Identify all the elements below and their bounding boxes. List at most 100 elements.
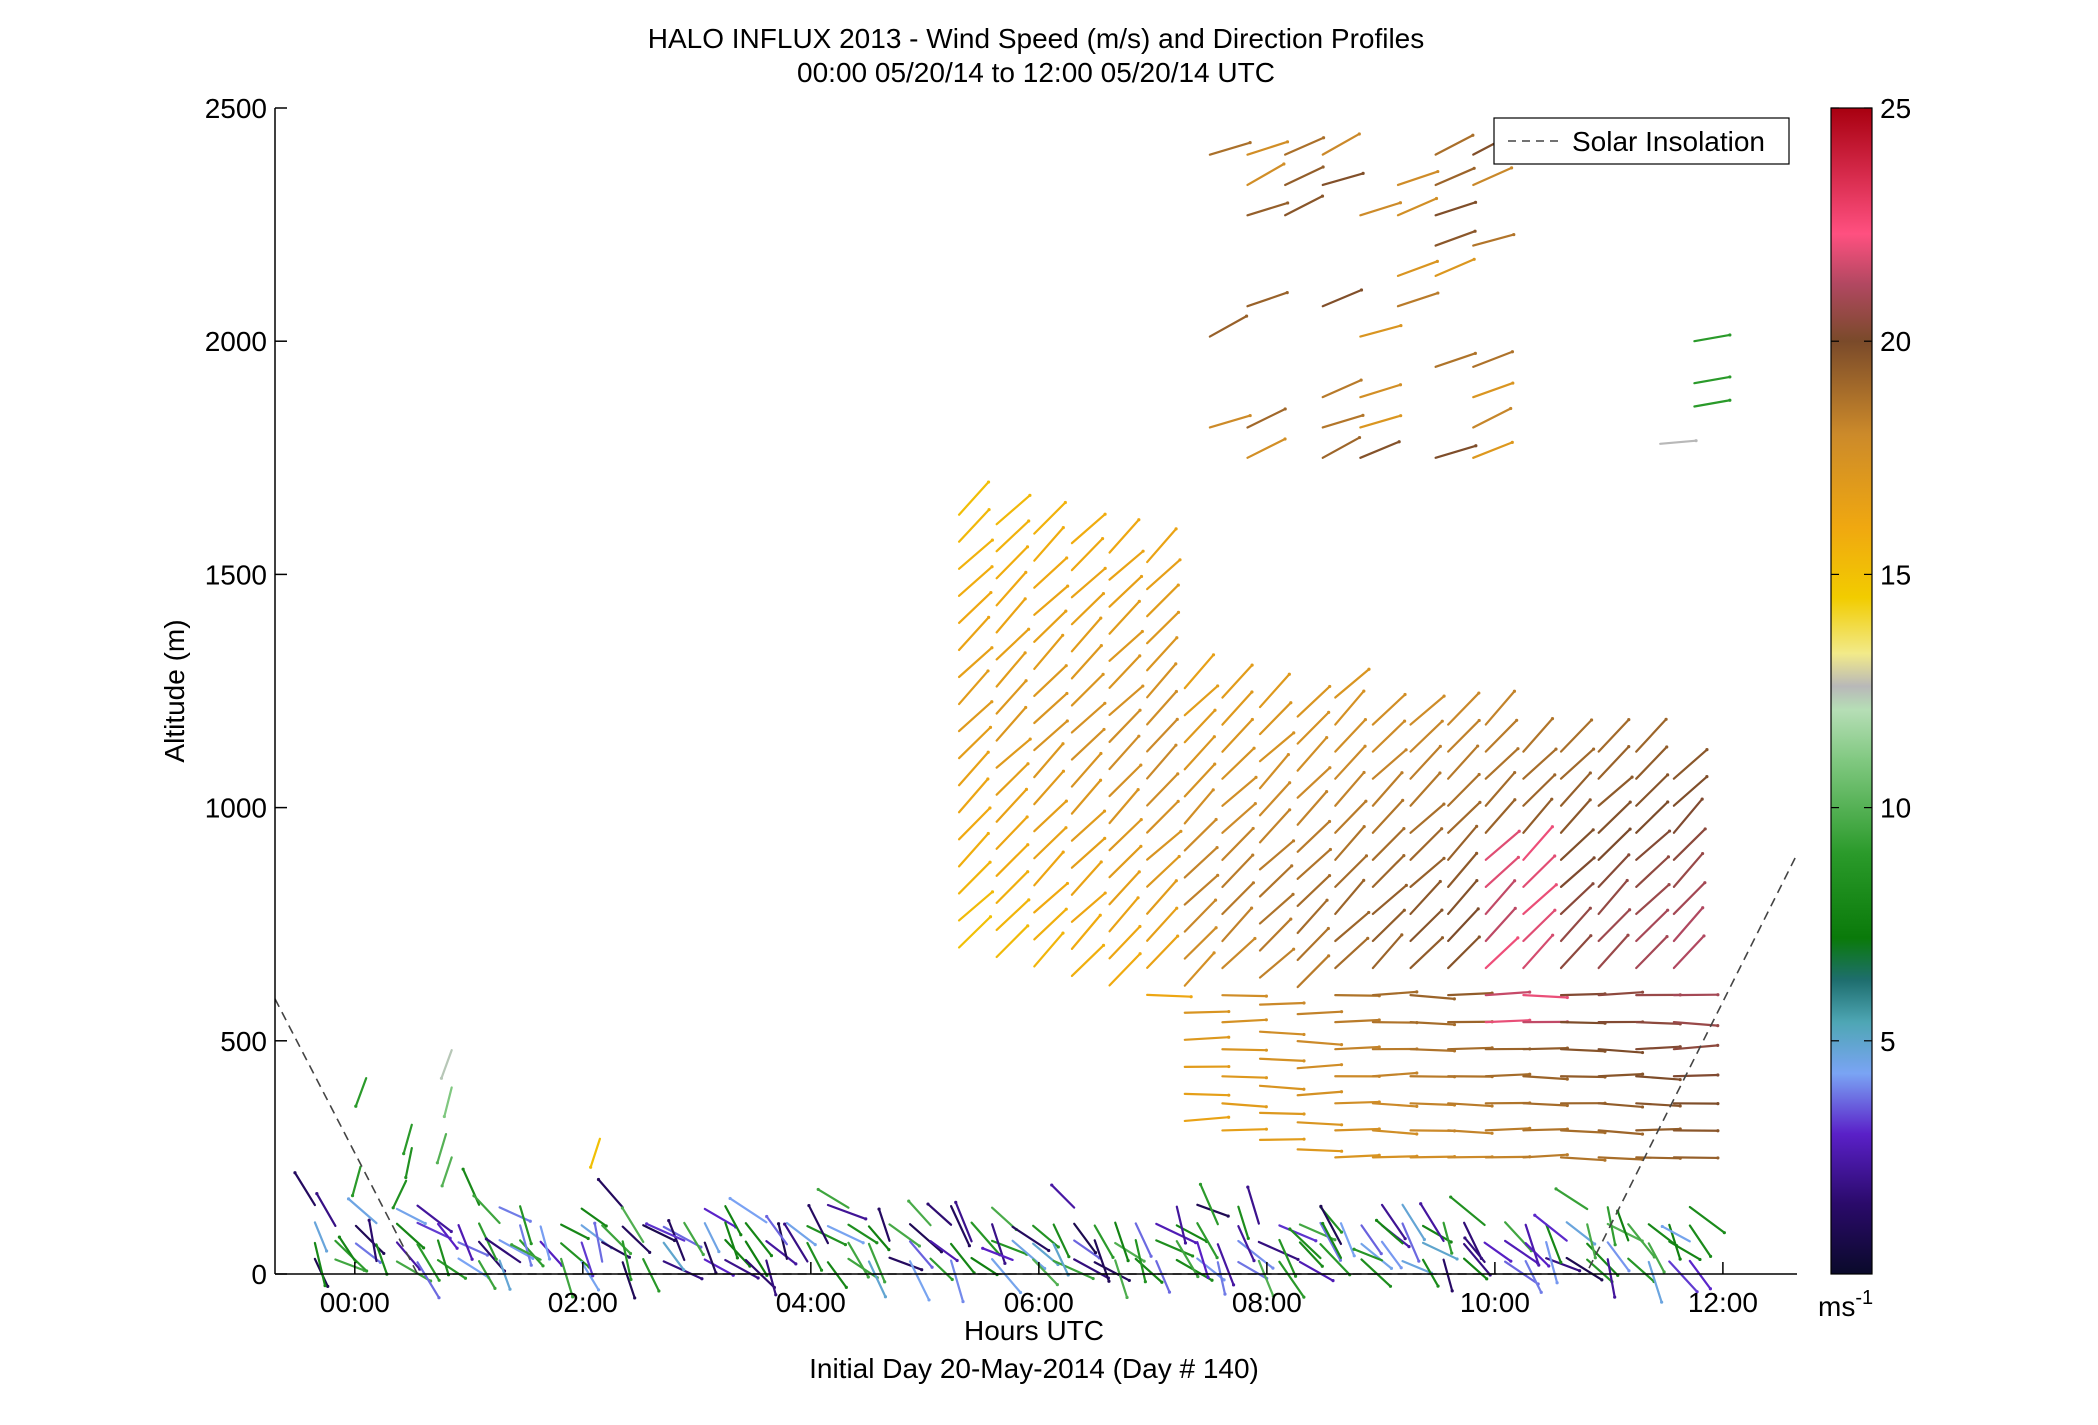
wind-barb-tip xyxy=(1215,1255,1219,1260)
wind-barb-tip xyxy=(1027,519,1031,523)
wind-barb xyxy=(908,1260,931,1302)
wind-barb xyxy=(441,1156,453,1187)
wind-barb xyxy=(1296,1148,1343,1153)
legend: Solar Insolation xyxy=(1493,117,1790,165)
wind-barb xyxy=(1108,654,1141,689)
colorbar-ticks: 5 10 15 20 25 xyxy=(1831,93,1911,1057)
wind-barb xyxy=(1296,954,1330,989)
wind-barb-tip xyxy=(1379,1252,1383,1256)
wind-barb xyxy=(498,1259,512,1291)
wind-barb-tip xyxy=(1550,797,1554,801)
wind-barb xyxy=(1597,718,1630,753)
wind-barb xyxy=(1597,1102,1644,1109)
wind-barb-tip xyxy=(1398,383,1403,387)
wind-barb-tip xyxy=(1399,323,1403,328)
wind-barb-tip xyxy=(1475,824,1479,828)
wind-barb-tip xyxy=(1176,934,1180,938)
wind-barb xyxy=(1155,1259,1171,1294)
wind-barb xyxy=(1196,1241,1210,1279)
wind-barb xyxy=(957,861,992,895)
wind-barb xyxy=(1409,720,1444,753)
wind-barb xyxy=(1033,799,1068,833)
wind-barb-tip xyxy=(1565,1153,1569,1157)
wind-barb-tip xyxy=(1024,679,1028,683)
wind-barb xyxy=(1672,1073,1719,1078)
wind-barb xyxy=(1627,1257,1656,1283)
wind-barb-tip xyxy=(510,1243,514,1247)
wind-barb xyxy=(995,519,1030,553)
wind-barb xyxy=(1371,884,1408,916)
wind-barb xyxy=(519,1239,545,1267)
wind-barb-tip xyxy=(1613,1243,1617,1247)
wind-barb-tip xyxy=(529,1263,533,1267)
wind-barb-tip xyxy=(1107,1279,1111,1283)
wind-barb-tip xyxy=(1214,926,1218,930)
wind-barb xyxy=(1296,1040,1343,1046)
wind-barb-tip xyxy=(1340,1149,1344,1153)
wind-barb xyxy=(957,646,993,679)
wind-barb xyxy=(1033,908,1068,941)
wind-barb xyxy=(1597,827,1632,861)
wind-barb-tip xyxy=(1640,1072,1645,1076)
wind-barb-tip xyxy=(1402,827,1406,831)
wind-barb xyxy=(1447,801,1482,834)
wind-barb-tip xyxy=(1028,737,1032,741)
wind-barb-tip xyxy=(926,1202,930,1206)
wind-barb xyxy=(1401,1222,1420,1263)
wind-barb-tip xyxy=(1176,583,1180,587)
wind-barb xyxy=(1070,860,1103,896)
wind-barb-tip xyxy=(1667,829,1672,833)
wind-barb xyxy=(867,1242,886,1283)
wind-barb-tip xyxy=(1419,1202,1423,1206)
wind-barb-tip xyxy=(1103,512,1107,516)
wind-barb-tip xyxy=(990,538,994,542)
wind-barb xyxy=(1296,736,1328,772)
wind-barb xyxy=(926,1202,953,1226)
wind-barb xyxy=(1359,414,1402,429)
wind-barb-tip xyxy=(1593,1242,1597,1246)
wind-barb xyxy=(1258,808,1291,844)
wind-barb-tip xyxy=(1512,232,1516,237)
wind-barb-tip xyxy=(986,750,990,754)
wind-barb xyxy=(1434,352,1477,368)
wind-barb xyxy=(1258,673,1291,709)
wind-barb xyxy=(1522,748,1558,780)
wind-barb xyxy=(1221,853,1254,889)
wind-barb xyxy=(1371,827,1405,861)
wind-barb-tip xyxy=(593,1221,597,1225)
wind-barb-tip xyxy=(1140,629,1144,634)
x-axis-ticks: 00:00 02:00 04:00 06:00 08:00 10:00 12:00 xyxy=(320,1262,1758,1318)
wind-barb-tip xyxy=(1511,381,1515,385)
wind-barb xyxy=(1559,771,1592,807)
wind-barb xyxy=(1221,664,1254,699)
wind-barb-tip xyxy=(1320,1264,1324,1268)
wind-barb-tip xyxy=(1102,727,1106,732)
wind-barb-tip xyxy=(1452,1022,1457,1027)
wind-barb xyxy=(1073,1222,1097,1254)
wind-barb xyxy=(1070,944,1105,978)
wind-barb-tip xyxy=(1442,856,1446,860)
wind-barb xyxy=(957,669,990,706)
wind-barb xyxy=(1635,745,1668,780)
wind-barb-tip xyxy=(1271,1294,1275,1298)
wind-barb-tip xyxy=(1174,689,1178,694)
wind-barb-tip xyxy=(1401,798,1405,803)
wind-barb xyxy=(1258,731,1295,763)
wind-barb-tip xyxy=(1286,201,1290,205)
wind-barb-tip xyxy=(1138,708,1142,712)
wind-barb xyxy=(1146,611,1180,645)
wind-barb-tip xyxy=(1700,851,1705,856)
wind-barb xyxy=(436,1259,467,1280)
wind-barb-tip xyxy=(1449,1195,1453,1199)
wind-barb-tip xyxy=(547,1257,552,1261)
wind-barb-tip xyxy=(470,1257,474,1261)
wind-barb-tip xyxy=(1703,827,1707,831)
wind-barb xyxy=(1434,201,1477,217)
wind-barb xyxy=(1360,1258,1392,1288)
wind-barb xyxy=(1032,1258,1059,1286)
wind-barb xyxy=(1409,771,1442,807)
wind-barb xyxy=(1597,908,1631,943)
wind-barb-tip xyxy=(378,1260,382,1264)
wind-barb xyxy=(1334,689,1365,726)
wind-barb-tip xyxy=(1716,1043,1720,1047)
